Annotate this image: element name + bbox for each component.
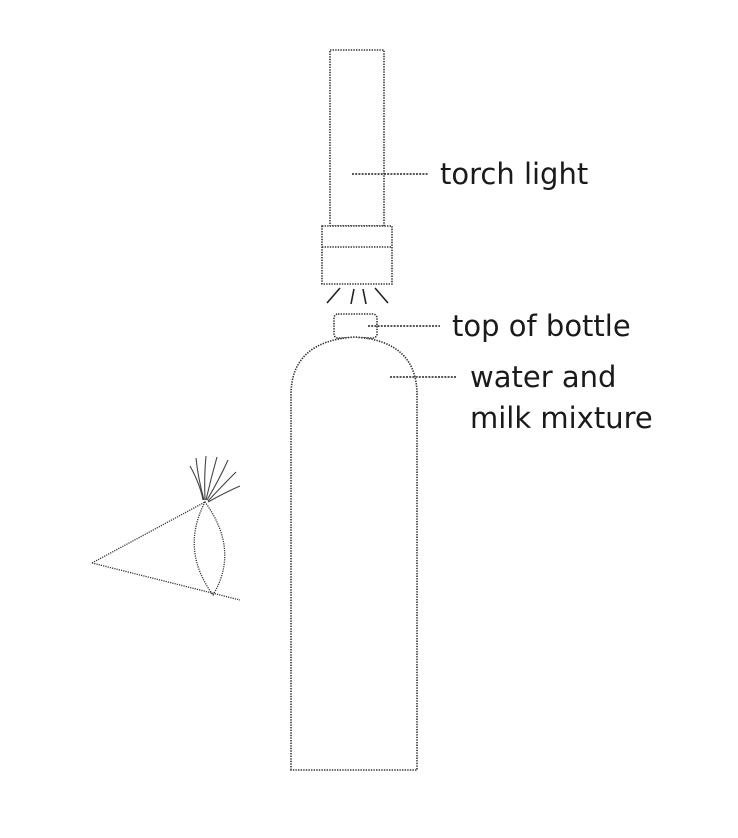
top-of-bottle-label: top of bottle (452, 309, 631, 343)
mixture-label-line2: milk mixture (470, 401, 653, 435)
eye (91, 455, 241, 601)
mixture-label-line1: water and (470, 360, 616, 394)
eyelashes (189, 455, 241, 503)
eyelash (205, 456, 218, 501)
torch-head (321, 225, 393, 285)
eyelash (207, 471, 237, 502)
eye-lens (193, 500, 226, 597)
eyelash (207, 485, 241, 503)
torch-light-label: torch light (440, 157, 588, 191)
light-rays (326, 287, 389, 305)
light-ray (362, 288, 367, 305)
torch-light (321, 49, 393, 285)
eye-lower-line (91, 562, 241, 601)
bottle-body (290, 336, 418, 771)
light-ray (374, 287, 389, 304)
bottle-cap (333, 313, 378, 339)
light-ray (326, 287, 341, 304)
torch-barrel (329, 49, 385, 227)
light-ray (350, 288, 355, 305)
eyelash (189, 465, 204, 501)
eyelash (195, 457, 205, 501)
eyelash (206, 459, 229, 501)
eyelash (204, 455, 207, 501)
eye-upper-line (91, 501, 206, 564)
